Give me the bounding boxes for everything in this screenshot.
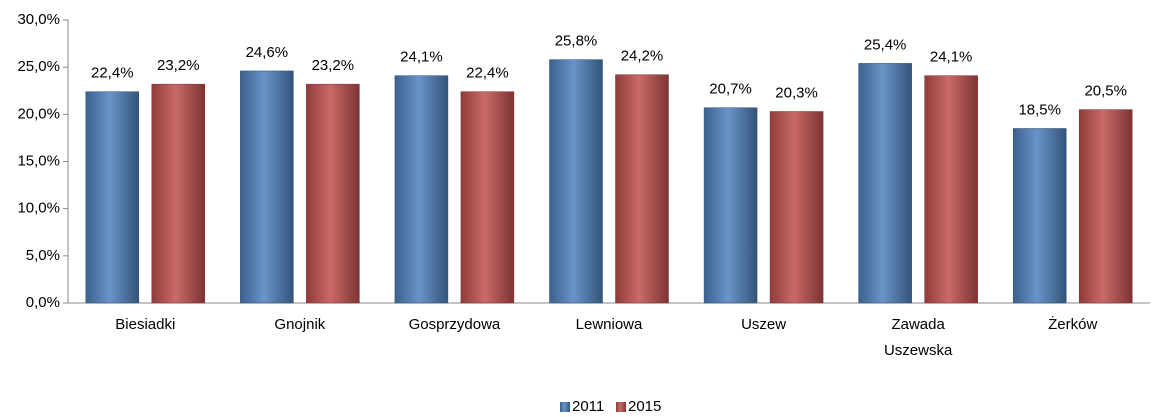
- value-label: 20,7%: [709, 81, 752, 98]
- bar: [549, 59, 603, 304]
- bar: [1078, 109, 1133, 304]
- y-tick-label: 0,0%: [26, 294, 60, 311]
- x-tick-label: Biesiadki: [115, 316, 175, 333]
- value-label: 24,2%: [621, 48, 664, 65]
- y-tick-label: 10,0%: [17, 200, 60, 217]
- value-label: 20,3%: [775, 84, 818, 101]
- legend-label: 2015: [628, 398, 661, 415]
- value-label: 24,1%: [930, 49, 973, 66]
- bar: [703, 107, 758, 304]
- x-tick-label: Lewniowa: [576, 316, 643, 333]
- x-tick-label: Gnojnik: [274, 316, 325, 333]
- bar: [769, 111, 824, 304]
- bar: [85, 91, 140, 304]
- value-label: 18,5%: [1018, 101, 1061, 118]
- value-label: 22,4%: [466, 65, 509, 82]
- bar: [306, 83, 360, 304]
- legend-swatch: [560, 402, 570, 412]
- value-label: 24,1%: [400, 49, 443, 66]
- bar: [924, 75, 978, 304]
- bar: [151, 83, 206, 304]
- bar: [240, 70, 294, 304]
- bar: [460, 91, 515, 304]
- value-label: 25,4%: [864, 36, 907, 53]
- value-label: 22,4%: [91, 65, 134, 82]
- x-tick-label: Uszew: [741, 316, 786, 333]
- value-label: 25,8%: [555, 33, 598, 50]
- value-label: 23,2%: [157, 57, 200, 74]
- bar: [1012, 128, 1067, 304]
- y-tick-label: 5,0%: [26, 247, 60, 264]
- y-tick-label: 15,0%: [17, 152, 60, 169]
- value-label: 20,5%: [1084, 83, 1127, 100]
- value-label: 24,6%: [246, 44, 289, 61]
- legend-label: 2011: [572, 398, 604, 415]
- y-tick-label: 20,0%: [17, 105, 60, 122]
- x-tick-label: Gosprzydowa: [409, 316, 501, 333]
- legend-swatch: [616, 402, 626, 412]
- bar: [858, 63, 912, 304]
- y-tick-label: 25,0%: [17, 58, 60, 75]
- x-tick-label: Zawada Uszewska: [884, 316, 953, 359]
- x-tick-label: Żerków: [1048, 315, 1097, 333]
- bar: [394, 75, 449, 304]
- bar: [615, 74, 669, 304]
- value-label: 23,2%: [312, 57, 355, 74]
- y-tick-label: 30,0%: [17, 11, 60, 28]
